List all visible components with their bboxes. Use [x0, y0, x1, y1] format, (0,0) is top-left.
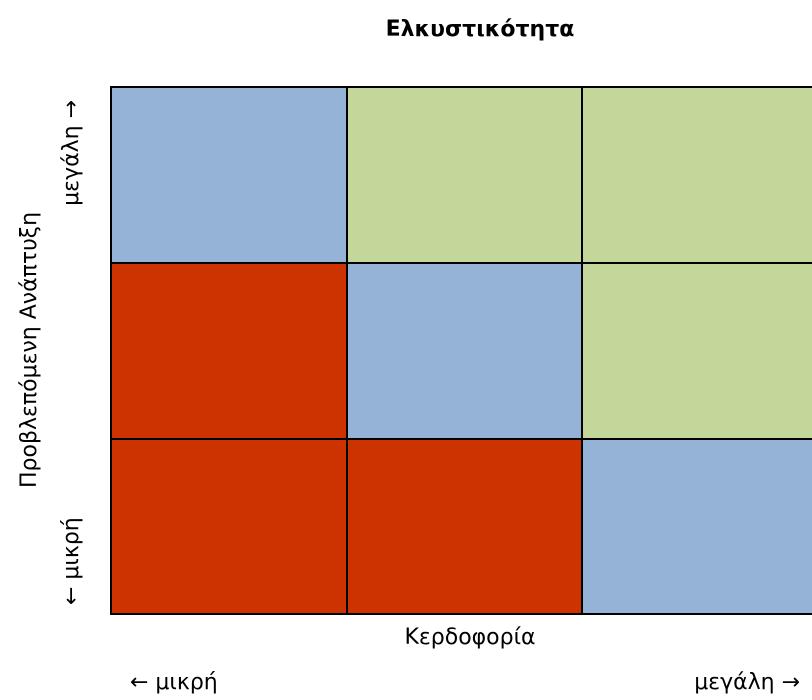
cell — [581, 262, 812, 440]
y-axis-high: μεγάλη → — [59, 100, 84, 206]
grid — [110, 86, 812, 615]
x-axis-low: ← μικρή — [130, 670, 218, 695]
x-axis-high: μεγάλη → — [694, 670, 800, 695]
cell — [581, 86, 812, 264]
cell — [346, 438, 583, 615]
cell — [346, 262, 583, 440]
x-axis-label: Κερδοφορία — [404, 625, 535, 650]
y-axis-label: Προβλεπόμενη Ανάπτυξη — [17, 212, 42, 488]
cell — [346, 86, 583, 264]
y-axis-low: ← μικρή — [59, 517, 84, 605]
title: Ελκυστικότητα — [386, 17, 575, 42]
cell — [110, 438, 348, 615]
cell — [110, 86, 348, 264]
cell — [110, 262, 348, 440]
cell — [581, 438, 812, 615]
